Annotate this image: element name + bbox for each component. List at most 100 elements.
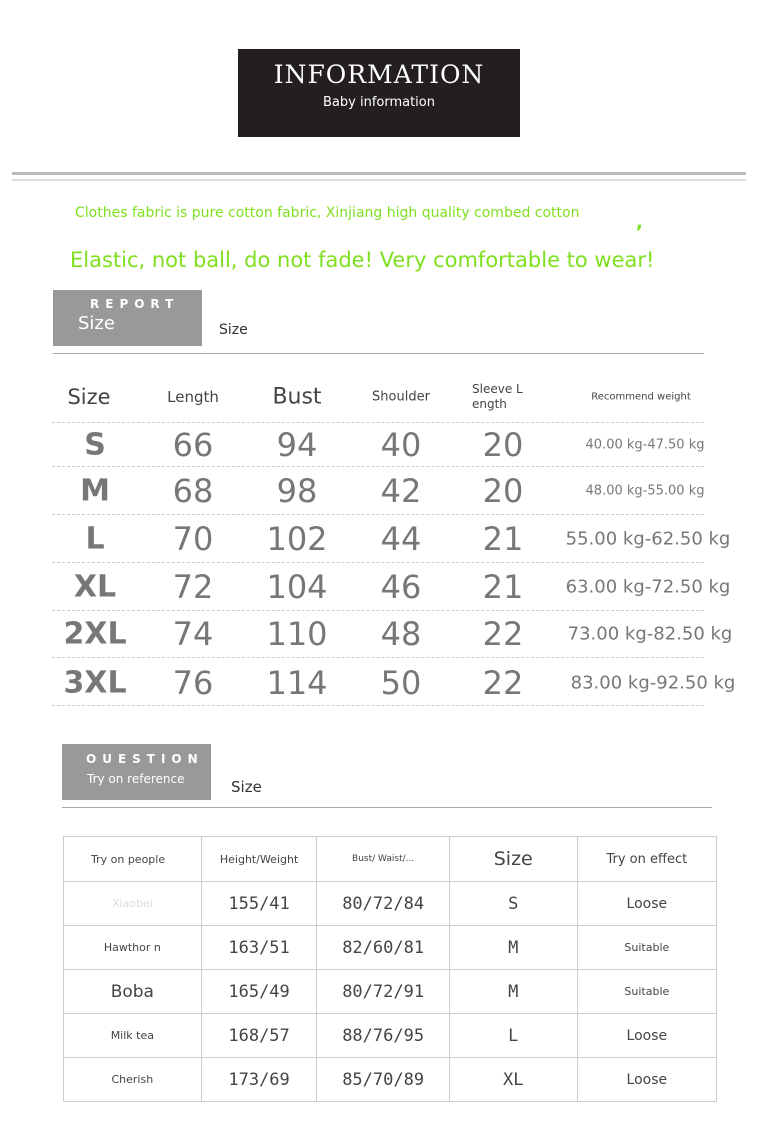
divider: [12, 179, 746, 181]
banner-title: INFORMATION: [273, 60, 485, 89]
tryon-row: Boba 165/49 80/72/91 M Suitable: [63, 969, 718, 1014]
report-tag: REPORT Size: [53, 290, 202, 346]
tryon-cell: Hawthor n: [63, 925, 202, 970]
tryon-row: Cherish 173/69 85/70/89 XL Loose: [63, 1057, 718, 1102]
divider: [62, 807, 712, 808]
tryon-cell: Suitable: [576, 925, 718, 970]
tryon-table: Try on people Height/Weight Bust/ Waist/..…: [63, 836, 718, 1102]
size-value: 63.00 kg-72.50 kg: [565, 576, 731, 598]
tryon-cell: L: [448, 1013, 578, 1058]
tryon-header: Bust/ Waist/...: [316, 836, 450, 882]
report-tag-big: Size: [78, 313, 115, 334]
size-value: 20: [482, 426, 524, 464]
tryon-cell: Boba: [63, 969, 202, 1014]
size-value: 46: [380, 568, 422, 606]
size-value: 42: [380, 472, 422, 510]
tryon-cell: S: [448, 881, 578, 926]
question-tag: OUESTION Try on reference: [62, 744, 211, 800]
tryon-header: Try on effect: [576, 836, 718, 882]
tryon-cell: Xiaobei: [63, 881, 202, 926]
tryon-cell: M: [448, 925, 578, 970]
size-value: 98: [276, 472, 318, 510]
size-value: 50: [380, 664, 422, 702]
size-value: 76: [172, 664, 214, 702]
size-label: XL: [73, 569, 117, 605]
size-header: Length: [167, 388, 219, 406]
size-header: Bust: [272, 384, 322, 410]
size-value: 68: [172, 472, 214, 510]
size-value: 94: [276, 426, 318, 464]
size-header: Shoulder: [372, 389, 430, 405]
size-value: 22: [482, 664, 524, 702]
tryon-cell: M: [448, 969, 578, 1014]
tryon-cell: Loose: [576, 1057, 718, 1102]
size-value: 48.00 kg-55.00 kg: [585, 483, 705, 499]
tryon-cell: 88/76/95: [316, 1013, 450, 1058]
size-value: 40.00 kg-47.50 kg: [585, 437, 705, 453]
size-header: Size: [67, 385, 111, 409]
size-label: 2XL: [63, 616, 127, 652]
size-value: 72: [172, 568, 214, 606]
size-value: 114: [266, 664, 328, 702]
size-value: 44: [380, 520, 422, 558]
size-value: 48: [380, 615, 422, 653]
size-label: L: [85, 521, 105, 557]
question-tag-small: OUESTION: [86, 752, 204, 766]
tryon-cell: XL: [448, 1057, 578, 1102]
tryon-row: Xiaobei 155/41 80/72/84 S Loose: [63, 881, 718, 926]
size-value: 22: [482, 615, 524, 653]
size-value: 102: [266, 520, 328, 558]
size-value: 21: [482, 568, 524, 606]
tryon-cell: Milk tea: [63, 1013, 202, 1058]
row-divider: [52, 562, 704, 563]
size-header: Recommend weight: [591, 391, 691, 403]
tryon-cell: 173/69: [200, 1057, 318, 1102]
tryon-cell: Cherish: [63, 1057, 202, 1102]
size-value: 40: [380, 426, 422, 464]
size-value: 83.00 kg-92.50 kg: [570, 672, 736, 694]
tryon-cell: Suitable: [576, 969, 718, 1014]
size-value: 74: [172, 615, 214, 653]
row-divider: [52, 514, 704, 515]
tryon-cell: 85/70/89: [316, 1057, 450, 1102]
size-header: Sleeve L ength: [472, 382, 523, 411]
size-value: 110: [266, 615, 328, 653]
tryon-cell: Loose: [576, 1013, 718, 1058]
size-label: S: [84, 427, 106, 463]
size-label: M: [80, 473, 110, 509]
tryon-row: Hawthor n 163/51 82/60/81 M Suitable: [63, 925, 718, 970]
tryon-cell: 163/51: [200, 925, 318, 970]
tryon-cell: 168/57: [200, 1013, 318, 1058]
report-side-label: Size: [219, 322, 248, 338]
tryon-cell: Loose: [576, 881, 718, 926]
size-label: 3XL: [63, 665, 127, 701]
tryon-cell: 80/72/84: [316, 881, 450, 926]
question-tag-big: Try on reference: [87, 772, 185, 786]
tryon-header: Try on people: [63, 836, 202, 882]
tryon-header: Size: [448, 836, 578, 882]
size-value: 104: [266, 568, 328, 606]
divider: [12, 172, 746, 175]
row-divider: [52, 705, 704, 706]
row-divider: [52, 657, 704, 658]
comma-text: ,: [636, 212, 643, 233]
size-value: 73.00 kg-82.50 kg: [567, 623, 733, 645]
tryon-row: Milk tea 168/57 88/76/95 L Loose: [63, 1013, 718, 1058]
size-value: 70: [172, 520, 214, 558]
tryon-cell: 155/41: [200, 881, 318, 926]
row-divider: [52, 466, 704, 467]
information-banner: INFORMATION Baby information: [238, 49, 520, 137]
row-divider: [52, 422, 704, 423]
report-tag-small: REPORT: [90, 297, 180, 311]
divider: [53, 353, 704, 354]
tryon-cell: 82/60/81: [316, 925, 450, 970]
size-value: 66: [172, 426, 214, 464]
tryon-cell: 80/72/91: [316, 969, 450, 1014]
tryon-header-row: Try on people Height/Weight Bust/ Waist/..…: [63, 836, 718, 882]
tagline: Elastic, not ball, do not fade! Very com…: [70, 248, 655, 272]
tryon-header: Height/Weight: [200, 836, 318, 882]
tryon-cell: 165/49: [200, 969, 318, 1014]
fabric-text: Clothes fabric is pure cotton fabric, Xi…: [75, 205, 580, 221]
row-divider: [52, 610, 704, 611]
